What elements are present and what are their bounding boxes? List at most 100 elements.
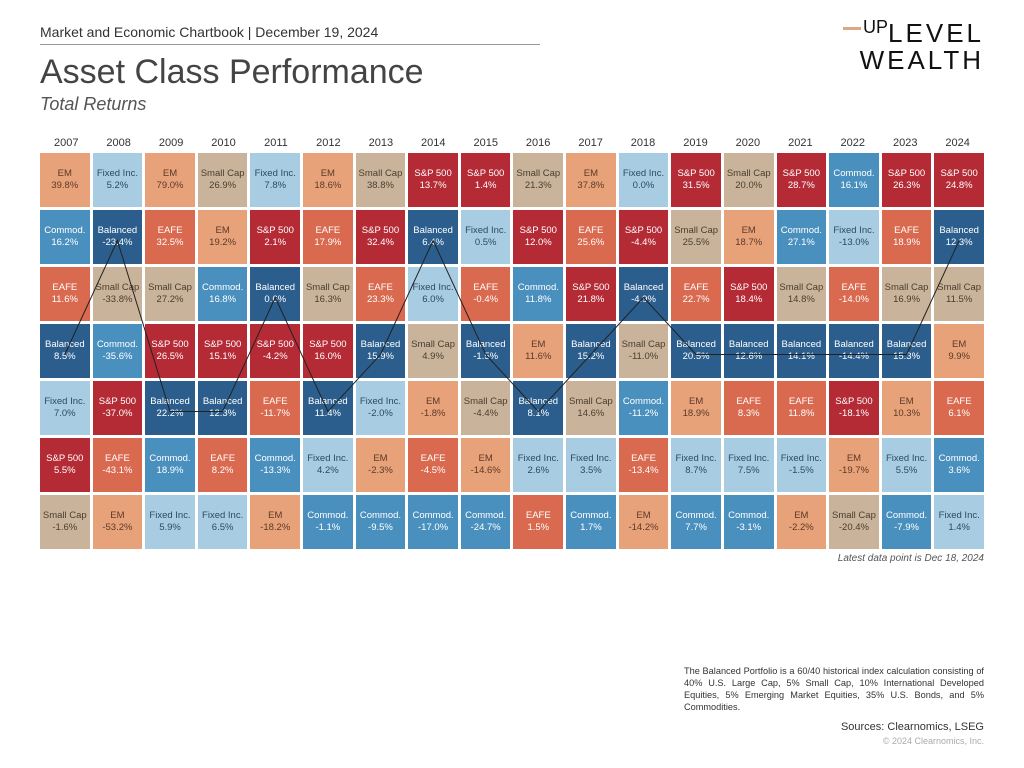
quilt-tile-label: EM xyxy=(163,168,177,180)
quilt-tile: S&P 50016.0% xyxy=(303,324,353,378)
quilt-tile-value: -1.1% xyxy=(315,522,340,534)
quilt-tile-value: 8.7% xyxy=(685,465,707,477)
quilt-tile-label: EAFE xyxy=(894,225,919,237)
footer: The Balanced Portfolio is a 60/40 histor… xyxy=(684,666,984,748)
quilt-tile: EAFE8.3% xyxy=(724,381,774,435)
quilt-tile: S&P 50021.8% xyxy=(566,267,616,321)
quilt-tile-label: Balanced xyxy=(834,339,874,351)
year-label: 2011 xyxy=(250,137,302,153)
quilt-tile: Balanced12.6% xyxy=(724,324,774,378)
quilt-tile-label: Commod. xyxy=(465,510,506,522)
quilt-tile-label: Small Cap xyxy=(148,282,192,294)
quilt-tile: EM-2.2% xyxy=(777,495,827,549)
quilt-tile: Commod.11.8% xyxy=(513,267,563,321)
quilt-tile-label: Fixed Inc. xyxy=(728,453,769,465)
quilt-tile-label: Commod. xyxy=(97,339,138,351)
quilt-tile-label: Balanced xyxy=(571,339,611,351)
quilt-tile: EM-19.7% xyxy=(829,438,879,492)
quilt-tile-value: 18.6% xyxy=(314,180,341,192)
quilt-tile: Small Cap20.0% xyxy=(724,153,774,207)
latest-data-footnote: Latest data point is Dec 18, 2024 xyxy=(40,553,984,564)
quilt-tile-label: Commod. xyxy=(412,510,453,522)
quilt-tile: Balanced15.3% xyxy=(882,324,932,378)
quilt-tile-label: Balanced xyxy=(255,282,295,294)
quilt-tile-value: 5.9% xyxy=(159,522,181,534)
quilt-tile-label: S&P 500 xyxy=(467,168,504,180)
quilt-tile: S&P 500-4.2% xyxy=(250,324,300,378)
quilt-tile: EAFE18.9% xyxy=(882,210,932,264)
quilt-tile-label: Commod. xyxy=(939,453,980,465)
quilt-tile-label: EAFE xyxy=(368,282,393,294)
quilt-tile-label: Fixed Inc. xyxy=(412,282,453,294)
year-label: 2022 xyxy=(827,137,879,153)
quilt-tile-value: 7.0% xyxy=(54,408,76,420)
quilt-tile-label: Balanced xyxy=(676,339,716,351)
quilt-tile: S&P 50028.7% xyxy=(777,153,827,207)
quilt-tile-label: EM xyxy=(268,510,282,522)
quilt-tile-value: 6.5% xyxy=(212,522,234,534)
quilt-tile-label: EM xyxy=(479,453,493,465)
quilt-tile-label: Small Cap xyxy=(411,339,455,351)
quilt-tile-value: 23.3% xyxy=(367,294,394,306)
quilt-tile-label: EM xyxy=(952,339,966,351)
quilt-tile-value: 32.4% xyxy=(367,237,394,249)
quilt-tile-value: 31.5% xyxy=(683,180,710,192)
quilt-tile-value: 7.8% xyxy=(264,180,286,192)
quilt-tile-label: S&P 500 xyxy=(625,225,662,237)
quilt-tile-value: 26.9% xyxy=(209,180,236,192)
quilt-tile-value: -18.1% xyxy=(839,408,869,420)
quilt-tile-label: Balanced xyxy=(150,396,190,408)
quilt-tile: Commod.-35.6% xyxy=(93,324,143,378)
quilt-tile-label: Commod. xyxy=(255,453,296,465)
quilt-tile-value: -13.4% xyxy=(628,465,658,477)
quilt-tile: Fixed Inc.5.9% xyxy=(145,495,195,549)
quilt-tile-value: -2.3% xyxy=(368,465,393,477)
quilt-tile-label: Commod. xyxy=(44,225,85,237)
quilt-tile: EM18.7% xyxy=(724,210,774,264)
quilt-tile-value: -2.2% xyxy=(789,522,814,534)
quilt-tile-value: 0.5% xyxy=(475,237,497,249)
quilt-tile-label: Small Cap xyxy=(832,510,876,522)
quilt-tile-label: Small Cap xyxy=(937,282,981,294)
quilt-tile-label: Fixed Inc. xyxy=(570,453,611,465)
quilt-tile-value: -13.0% xyxy=(839,237,869,249)
quilt-tile-value: -11.7% xyxy=(261,408,290,420)
quilt-tile-value: -0.4% xyxy=(473,294,498,306)
quilt-tile-label: Fixed Inc. xyxy=(939,510,980,522)
quilt-tile: EM-14.2% xyxy=(619,495,669,549)
quilt-tile-label: Fixed Inc. xyxy=(255,168,296,180)
quilt-tile-label: EM xyxy=(689,396,703,408)
quilt-tile: EM19.2% xyxy=(198,210,248,264)
quilt-tile-value: 25.6% xyxy=(577,237,604,249)
quilt-tile-value: 16.9% xyxy=(893,294,920,306)
quilt-tile: EAFE-0.4% xyxy=(461,267,511,321)
quilt-tile-value: 37.8% xyxy=(577,180,604,192)
rank-row: Fixed Inc.7.0%S&P 500-37.0%Balanced22.2%… xyxy=(40,381,984,435)
quilt-tile-label: Commod. xyxy=(676,510,717,522)
quilt-tile: Commod.16.8% xyxy=(198,267,248,321)
quilt-tile: Fixed Inc.8.7% xyxy=(671,438,721,492)
quilt-tile-label: Small Cap xyxy=(464,396,508,408)
quilt-tile-label: S&P 500 xyxy=(888,168,925,180)
quilt-tile: Small Cap14.8% xyxy=(777,267,827,321)
quilt-tile-value: 28.7% xyxy=(788,180,815,192)
quilt-tile-label: S&P 500 xyxy=(151,339,188,351)
quilt-tile-label: Small Cap xyxy=(516,168,560,180)
quilt-tile-value: 11.4% xyxy=(315,408,341,420)
quilt-tile: Fixed Inc.5.2% xyxy=(93,153,143,207)
quilt-tile-value: 22.7% xyxy=(683,294,710,306)
quilt-tile-label: Fixed Inc. xyxy=(44,396,85,408)
quilt-tile-value: 8.3% xyxy=(738,408,760,420)
quilt-tile-label: S&P 500 xyxy=(362,225,399,237)
quilt-tile: EM37.8% xyxy=(566,153,616,207)
quilt-tile-label: Small Cap xyxy=(569,396,613,408)
quilt-tile: S&P 50026.3% xyxy=(882,153,932,207)
quilt-tile: Balanced20.5% xyxy=(671,324,721,378)
quilt-tile-label: Commod. xyxy=(728,510,769,522)
quilt-tile: Fixed Inc.-1.5% xyxy=(777,438,827,492)
quilt-tile-value: 24.8% xyxy=(946,180,973,192)
rank-row: Commod.16.2%Balanced-23.4%EAFE32.5%EM19.… xyxy=(40,210,984,264)
quilt-tile-value: -33.8% xyxy=(102,294,132,306)
quilt-tile-label: Commod. xyxy=(886,510,927,522)
quilt-tile: Balanced8.5% xyxy=(40,324,90,378)
